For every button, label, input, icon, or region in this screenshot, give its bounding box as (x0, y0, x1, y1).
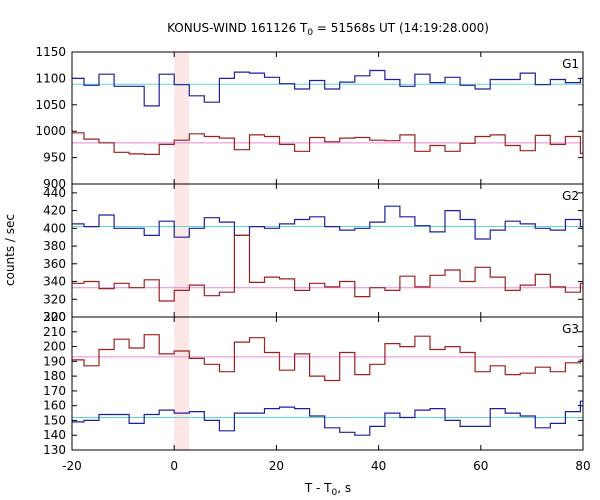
y-tick-label: 380 (43, 239, 66, 253)
x-tick-label: 0 (170, 459, 178, 473)
y-tick-label: 170 (43, 384, 66, 398)
count-rate-histogram (72, 334, 583, 382)
y-tick-label: 160 (43, 399, 66, 413)
panel-label: G3 (562, 322, 579, 336)
y-tick-label: 300 (43, 310, 66, 324)
x-tick-label: 40 (371, 459, 386, 473)
y-tick-label: 130 (43, 443, 66, 457)
count-rate-histogram (72, 69, 583, 107)
y-axis-label: counts / sec (3, 214, 17, 286)
y-tick-label: 950 (43, 151, 66, 165)
y-tick-label: 210 (43, 325, 66, 339)
chart-title: KONUS-WIND 161126 T0 = 51568s UT (14:19:… (167, 21, 489, 38)
y-tick-label: 340 (43, 275, 66, 289)
y-tick-label: 1100 (35, 71, 66, 85)
panel-label: G2 (562, 189, 579, 203)
x-tick-label: -20 (62, 459, 82, 473)
y-tick-label: 900 (43, 177, 66, 191)
y-tick-label: 320 (43, 292, 66, 306)
panel-label: G1 (562, 57, 579, 71)
x-tick-label: 80 (575, 459, 590, 473)
x-tick-label: 20 (269, 459, 284, 473)
y-tick-label: 420 (43, 204, 66, 218)
trigger-interval-band (174, 52, 190, 450)
count-rate-histogram (72, 400, 583, 436)
y-tick-label: 1000 (35, 124, 66, 138)
y-tick-label: 140 (43, 428, 66, 442)
y-tick-label: 150 (43, 413, 66, 427)
count-rate-histogram (72, 205, 583, 240)
y-tick-label: 220 (43, 310, 66, 324)
y-tick-label: 1150 (35, 45, 66, 59)
y-tick-label: 190 (43, 354, 66, 368)
y-tick-label: 400 (43, 221, 66, 235)
y-tick-label: 1050 (35, 98, 66, 112)
x-axis-label: T - T0, s (304, 481, 351, 498)
x-tick-label: 60 (473, 459, 488, 473)
y-tick-label: 440 (43, 186, 66, 200)
y-tick-label: 200 (43, 340, 66, 354)
panel-frame (71, 51, 584, 185)
y-tick-label: 180 (43, 369, 66, 383)
y-tick-label: 360 (43, 257, 66, 271)
plot-area: 900 950 1000 1050 1100 1150 G1 300 320 340 360 380 4… (35, 45, 590, 473)
count-rate-histogram (72, 234, 583, 302)
panel-frame (71, 183, 584, 318)
count-rate-histogram (72, 132, 583, 155)
panel-frame (71, 316, 584, 451)
